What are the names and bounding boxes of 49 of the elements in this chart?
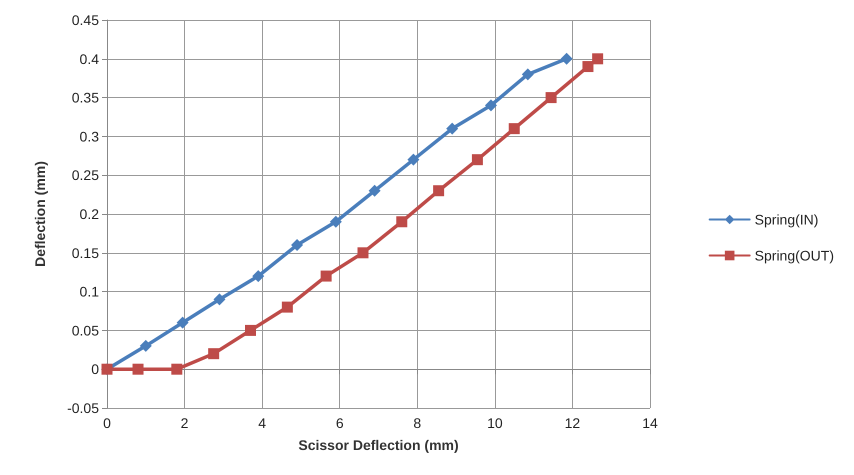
point — [245, 324, 256, 336]
point — [396, 216, 408, 228]
y-tick-label: 0.25 — [72, 167, 100, 184]
legend-label: Spring(IN) — [754, 212, 818, 228]
x-tick-label: 2 — [180, 415, 189, 431]
point — [252, 270, 264, 282]
point — [546, 92, 557, 104]
y-tick-label: 0.4 — [80, 50, 100, 67]
point — [213, 293, 226, 306]
y-tick-label: 0.3 — [80, 128, 100, 144]
point — [208, 348, 220, 360]
y-tick-label: 0.1 — [80, 284, 100, 300]
point — [368, 184, 381, 197]
y-tick-label: 0.2 — [80, 206, 100, 222]
point — [282, 302, 293, 313]
y-tick-label: 0 — [91, 361, 100, 378]
point — [560, 52, 573, 65]
x-tick-label: 0 — [103, 415, 112, 431]
y-tick-label: 0.05 — [72, 322, 100, 338]
point — [140, 340, 152, 352]
point — [176, 316, 189, 329]
x-tick-label: 12 — [564, 415, 580, 431]
x-tick-label: 10 — [487, 415, 503, 431]
point — [330, 216, 342, 228]
point — [291, 239, 304, 252]
x-axis-title: Scissor Deflection (mm) — [298, 437, 459, 453]
x-tick-label: 8 — [413, 415, 422, 431]
y-tick-label: 0.15 — [72, 244, 100, 261]
point — [446, 122, 458, 135]
point — [484, 99, 497, 112]
point — [320, 270, 332, 282]
point — [592, 53, 604, 64]
point — [171, 364, 182, 375]
point — [132, 364, 144, 375]
point — [508, 123, 520, 134]
point — [522, 68, 534, 80]
x-tick-label: 14 — [642, 415, 658, 431]
y-tick-label: 0.35 — [72, 90, 100, 106]
point — [582, 61, 594, 72]
legend-label: Spring(OUT) — [754, 248, 834, 264]
y-tick-label: -0.05 — [67, 400, 100, 416]
y-axis-title: Deflection (mm) — [32, 161, 48, 267]
point — [357, 247, 368, 258]
point — [472, 154, 483, 166]
point — [407, 154, 420, 166]
x-tick-label: 4 — [258, 415, 266, 431]
x-tick-label: 6 — [336, 415, 344, 431]
point — [433, 185, 444, 196]
y-tick-label: 0.45 — [72, 12, 100, 28]
